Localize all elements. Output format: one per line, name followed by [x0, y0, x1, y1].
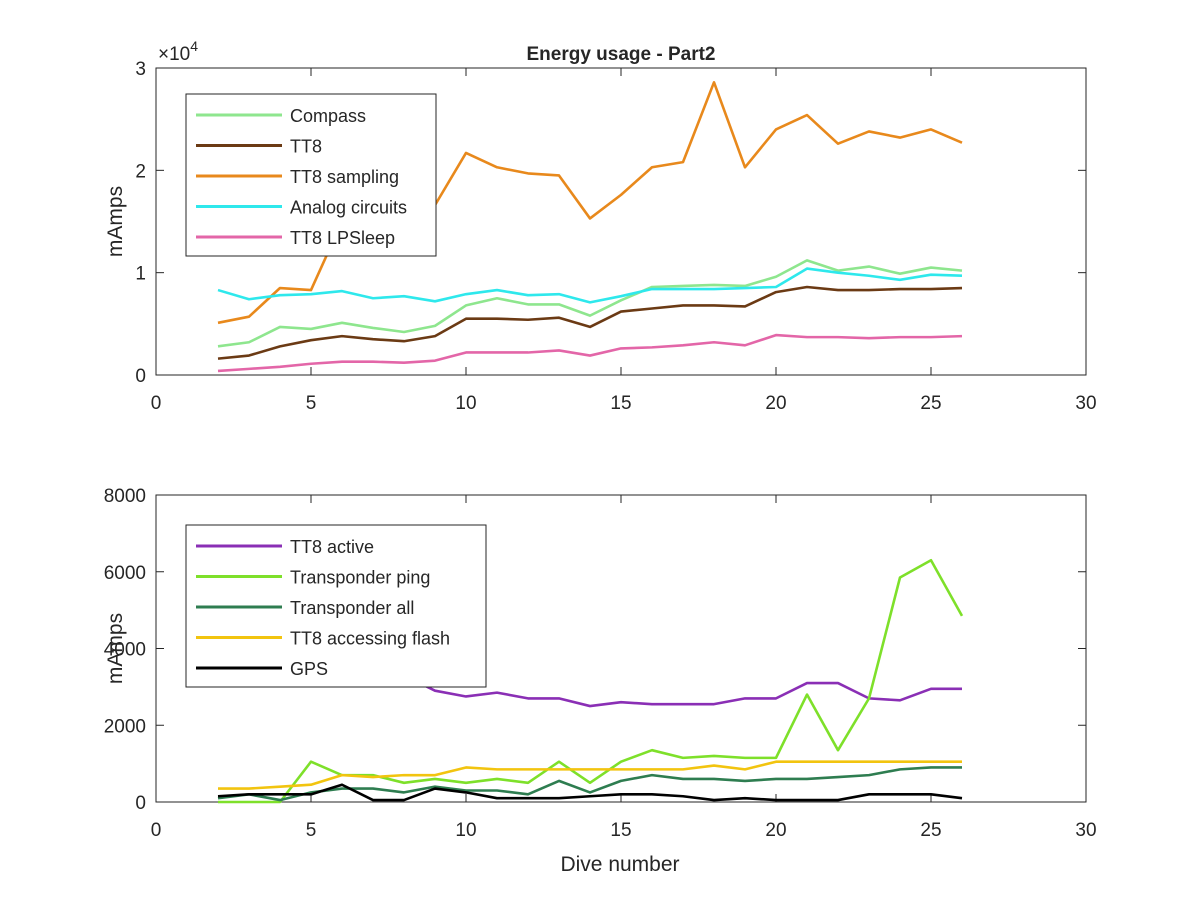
x-axis-label: Dive number [560, 853, 679, 876]
y-tick-label: 3 [135, 59, 146, 80]
chart-title: Energy usage - Part2 [526, 44, 715, 65]
x-tick-label: 10 [455, 393, 476, 414]
exponent-power: 4 [190, 38, 198, 54]
x-tick-label: 25 [920, 820, 941, 841]
x-tick-label: 5 [306, 820, 317, 841]
y-axis-label: mAmps [104, 613, 127, 684]
x-tick-label: 15 [610, 393, 631, 414]
y-tick-label: 0 [135, 793, 146, 814]
series-line-tt8-lpsleep [217, 333, 963, 373]
legend-label: Compass [290, 106, 366, 126]
y-tick-label: 8000 [104, 486, 146, 507]
series-line-tt8-accessing-flash [218, 760, 962, 790]
legend-label: Transponder ping [290, 568, 430, 588]
legend-label: TT8 [290, 137, 322, 157]
series-line-analog-circuits [217, 267, 963, 304]
y-tick-label: 1 [135, 264, 146, 285]
x-tick-label: 0 [151, 393, 162, 414]
x-tick-label: 30 [1075, 820, 1096, 841]
exponent-label: ×104 [158, 38, 198, 65]
x-tick-label: 20 [765, 820, 786, 841]
x-tick-label: 30 [1075, 393, 1096, 414]
x-tick-label: 25 [920, 393, 941, 414]
legend-label: TT8 active [290, 537, 374, 557]
legend-label: TT8 accessing flash [290, 629, 450, 649]
exponent-base: ×10 [158, 44, 190, 65]
legend-label: TT8 sampling [290, 167, 399, 187]
y-tick-label: 6000 [104, 563, 146, 584]
x-tick-label: 0 [151, 820, 162, 841]
y-tick-label: 2000 [104, 716, 146, 737]
legend-label: Transponder all [290, 598, 414, 618]
series-line-transponder-all [217, 766, 962, 802]
y-tick-label: 4000 [104, 640, 146, 661]
x-tick-label: 20 [765, 393, 786, 414]
series-line-tt8 [217, 285, 963, 360]
y-tick-label: 2 [135, 161, 146, 182]
legend-label: TT8 LPSleep [290, 228, 395, 248]
x-tick-label: 10 [455, 820, 476, 841]
legend: TT8 active Transponder ping Transponder al… [185, 524, 487, 688]
chart-1: 0 5 10 15 20 25 30 0 1 2 3 ×104 Energy usage - Part2… [104, 38, 1097, 414]
legend-label: Analog circuits [290, 198, 407, 218]
y-tick-label: 0 [135, 366, 146, 387]
series-line-compass [217, 259, 963, 348]
legend: Compass TT8 TT8 sampling Analog circuits TT8… [185, 93, 437, 257]
series-line-gps [217, 783, 963, 802]
y-axis-label: mAmps [104, 186, 127, 257]
x-tick-label: 15 [610, 820, 631, 841]
legend-label: GPS [290, 659, 328, 679]
x-tick-label: 5 [306, 393, 317, 414]
chart-2: 0 5 10 15 20 25 30 0 2000 4000 6000 8000 mAmps Dive n… [104, 486, 1097, 876]
